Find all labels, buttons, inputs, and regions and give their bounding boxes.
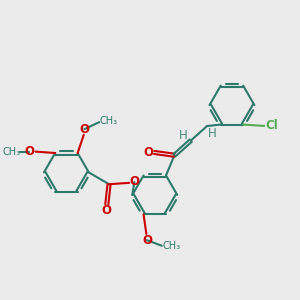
Text: CH₃: CH₃	[99, 116, 117, 126]
Text: CH₃: CH₃	[2, 147, 20, 157]
Text: O: O	[143, 146, 153, 159]
Text: O: O	[80, 123, 89, 136]
Text: O: O	[24, 145, 34, 158]
Text: H: H	[208, 127, 216, 140]
Text: CH₃: CH₃	[163, 241, 181, 251]
Text: O: O	[102, 204, 112, 217]
Text: O: O	[129, 176, 139, 188]
Text: Cl: Cl	[266, 119, 278, 132]
Text: H: H	[178, 129, 187, 142]
Text: O: O	[142, 234, 152, 247]
